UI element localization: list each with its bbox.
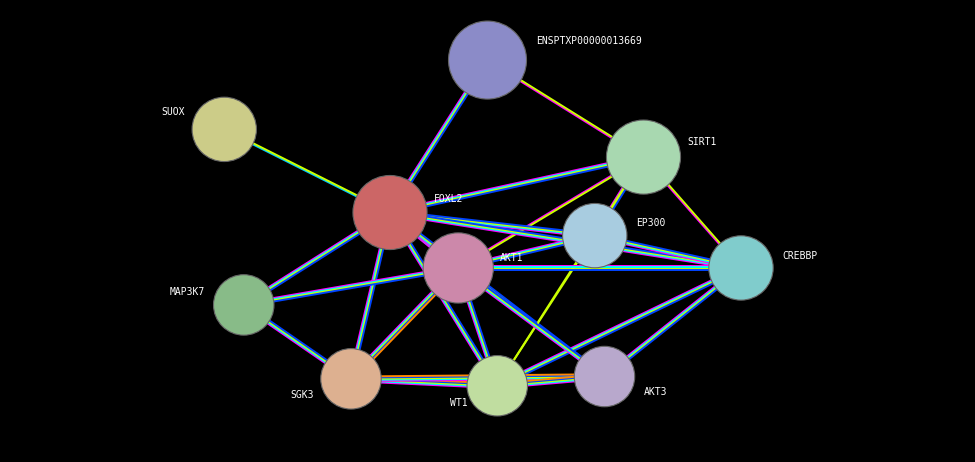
Text: ENSPTXP00000013669: ENSPTXP00000013669 [536,36,642,46]
Text: MAP3K7: MAP3K7 [170,287,205,297]
Text: AKT1: AKT1 [500,253,524,263]
Ellipse shape [353,176,427,249]
Text: AKT3: AKT3 [644,387,667,397]
Text: SIRT1: SIRT1 [687,137,717,147]
Text: CREBBP: CREBBP [782,251,817,261]
Text: FOXL2: FOXL2 [434,194,463,204]
Ellipse shape [423,233,493,303]
Ellipse shape [606,120,681,194]
Text: SUOX: SUOX [162,107,185,117]
Ellipse shape [467,356,527,416]
Text: SGK3: SGK3 [291,390,314,401]
Ellipse shape [214,275,274,335]
Ellipse shape [563,203,627,268]
Ellipse shape [709,236,773,300]
Ellipse shape [192,97,256,162]
Text: EP300: EP300 [636,218,665,228]
Ellipse shape [574,346,635,407]
Ellipse shape [448,21,526,99]
Text: WT1: WT1 [450,398,468,408]
Ellipse shape [321,349,381,409]
